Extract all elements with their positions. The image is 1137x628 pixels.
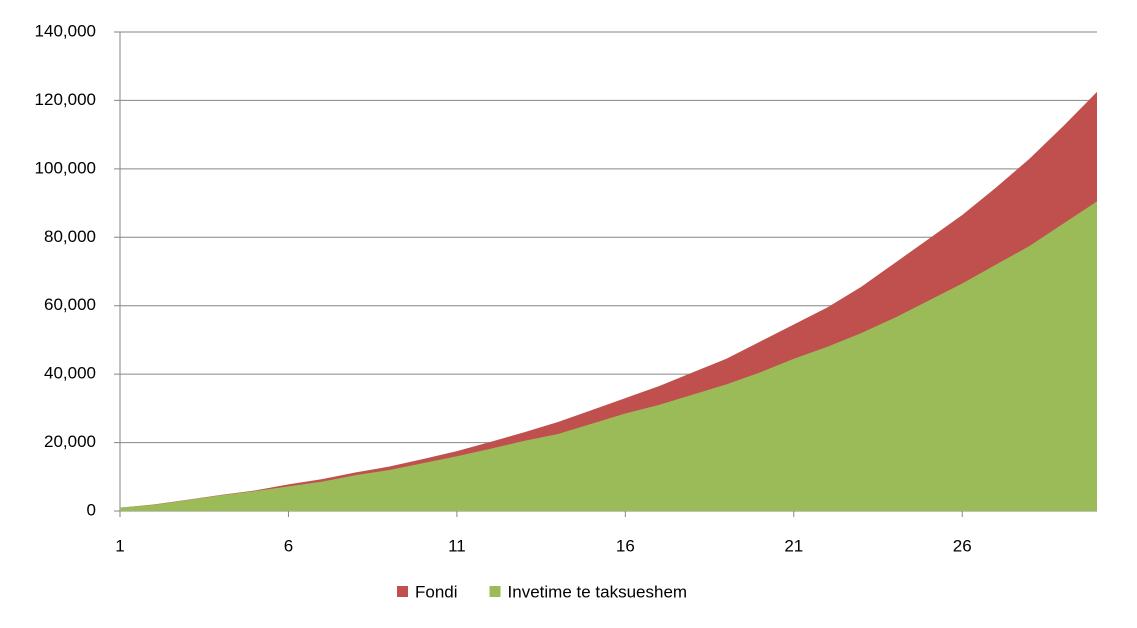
area [120,201,1097,511]
y-tick-label: 40,000 [44,364,96,383]
y-tick-label: 140,000 [35,21,96,40]
x-tick-label: 21 [784,536,803,555]
legend-swatch [397,586,408,597]
legend-label: Fondi [415,582,458,601]
x-tick-label: 11 [448,536,466,555]
y-tick-label: 100,000 [35,158,96,177]
x-tick-label: 1 [115,536,124,555]
y-tick-label: 0 [87,500,96,519]
y-tick-label: 120,000 [35,90,96,109]
y-tick-label: 80,000 [44,227,96,246]
y-tick-label: 60,000 [44,295,96,314]
legend-label: Invetime te taksueshem [508,582,688,601]
y-tick-label: 20,000 [44,432,96,451]
x-tick-label: 26 [953,536,972,555]
x-tick-label: 6 [284,536,293,555]
x-tick-label: 16 [616,536,635,555]
legend-swatch [489,586,501,597]
